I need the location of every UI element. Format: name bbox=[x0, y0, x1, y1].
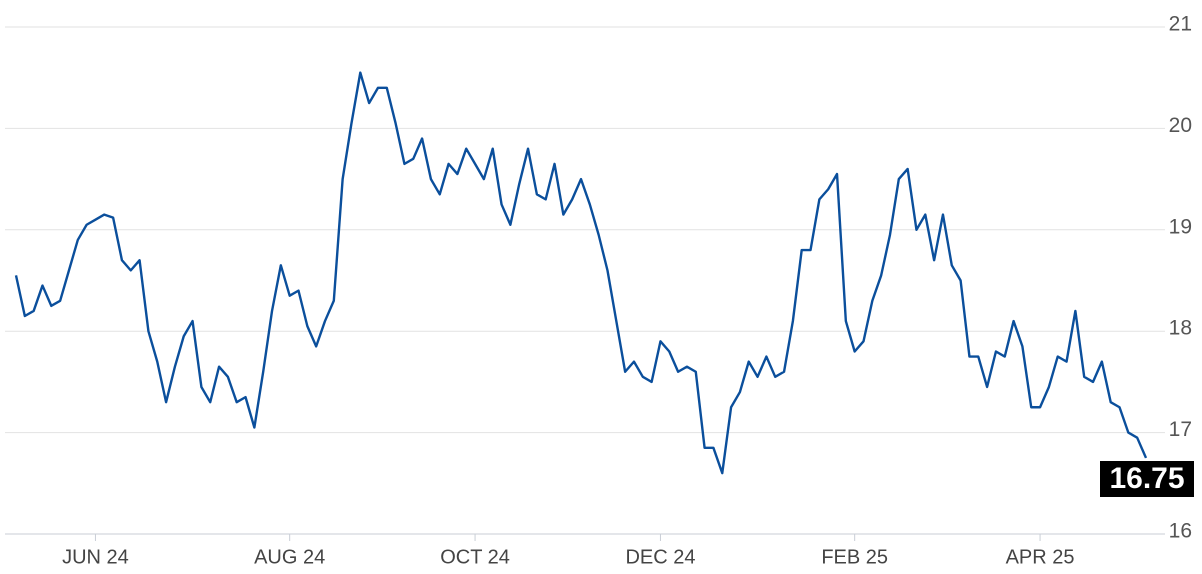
y-tick-label: 21 bbox=[1169, 13, 1192, 36]
x-tick-label: JUN 24 bbox=[62, 546, 129, 568]
last-value-box bbox=[1100, 461, 1194, 497]
y-tick-label: 16 bbox=[1169, 520, 1192, 543]
x-tick-label: APR 25 bbox=[1006, 546, 1075, 568]
x-tick-label: OCT 24 bbox=[440, 546, 510, 568]
x-tick-label: FEB 25 bbox=[821, 546, 888, 568]
y-tick-label: 17 bbox=[1169, 418, 1192, 441]
y-tick-label: 18 bbox=[1169, 317, 1192, 340]
y-tick-label: 19 bbox=[1169, 215, 1192, 238]
x-tick-label: AUG 24 bbox=[254, 546, 325, 568]
x-tick-label: DEC 24 bbox=[625, 546, 695, 568]
price-line bbox=[14, 71, 1148, 475]
last-value-label: 16.75 bbox=[1109, 462, 1184, 495]
y-tick-label: 20 bbox=[1169, 114, 1192, 137]
